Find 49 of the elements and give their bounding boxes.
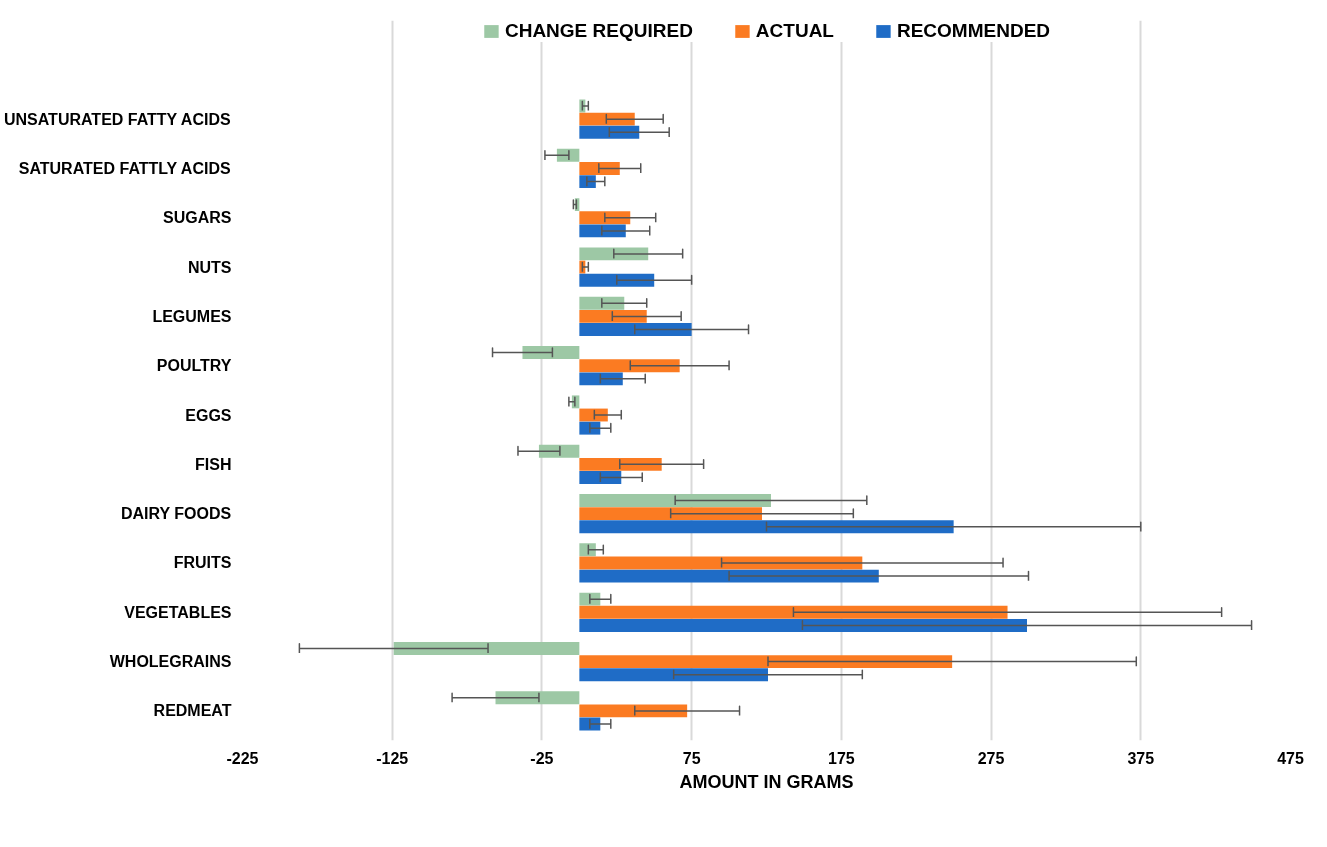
- bar: [579, 162, 620, 175]
- x-tick-label: 175: [828, 749, 855, 767]
- bar: [579, 668, 768, 682]
- x-tick-label: -125: [376, 749, 409, 767]
- bar: [579, 359, 680, 373]
- bar: [579, 372, 623, 386]
- bar: [579, 125, 640, 139]
- bar: [579, 494, 771, 507]
- x-tick-label: 375: [1127, 749, 1155, 767]
- legend-label: RECOMMENDED: [896, 20, 1051, 42]
- x-tick-label: 475: [1277, 749, 1304, 767]
- bar: [579, 112, 635, 126]
- bar: [579, 605, 1008, 619]
- bar: [579, 507, 763, 521]
- bar: [579, 247, 649, 261]
- x-tick-label: -225: [226, 749, 259, 767]
- bar: [495, 691, 580, 705]
- bar: [579, 273, 655, 287]
- bar: [579, 704, 688, 718]
- bar: [579, 655, 953, 669]
- y-tick-label: POULTRY: [156, 357, 232, 375]
- y-tick-label: REDMEAT: [153, 702, 232, 720]
- bar: [579, 471, 622, 484]
- y-tick-label: NUTS: [187, 258, 232, 276]
- x-tick-label: -25: [530, 749, 554, 767]
- y-tick-label: DAIRY FOODS: [120, 505, 232, 523]
- bar: [579, 569, 879, 583]
- y-tick-label: WHOLEGRAINS: [109, 653, 232, 671]
- y-tick-label: SATURATED FATTLY ACIDS: [18, 159, 231, 177]
- y-tick-label: FRUITS: [173, 554, 232, 572]
- x-axis-title: AMOUNT IN GRAMS: [679, 771, 854, 792]
- x-tick-label: 275: [977, 749, 1005, 767]
- y-tick-label: VEGETABLES: [124, 603, 232, 621]
- bar: [579, 224, 626, 238]
- bar: [579, 323, 692, 336]
- y-tick-label: LEGUMES: [152, 307, 232, 325]
- legend-label: ACTUAL: [755, 20, 834, 42]
- y-tick-label: SUGARS: [163, 209, 232, 227]
- bar: [522, 346, 580, 359]
- y-tick-label: EGGS: [185, 406, 232, 424]
- bar: [579, 520, 954, 534]
- x-tick-label: 75: [682, 749, 701, 767]
- legend-label: CHANGE REQUIRED: [504, 20, 693, 42]
- bar: [393, 642, 580, 655]
- bar: [579, 457, 662, 471]
- bar: [579, 618, 1027, 632]
- bar: [579, 309, 647, 323]
- y-tick-label: UNSATURATED FATTY ACIDS: [3, 110, 231, 128]
- y-tick-label: FISH: [195, 455, 232, 473]
